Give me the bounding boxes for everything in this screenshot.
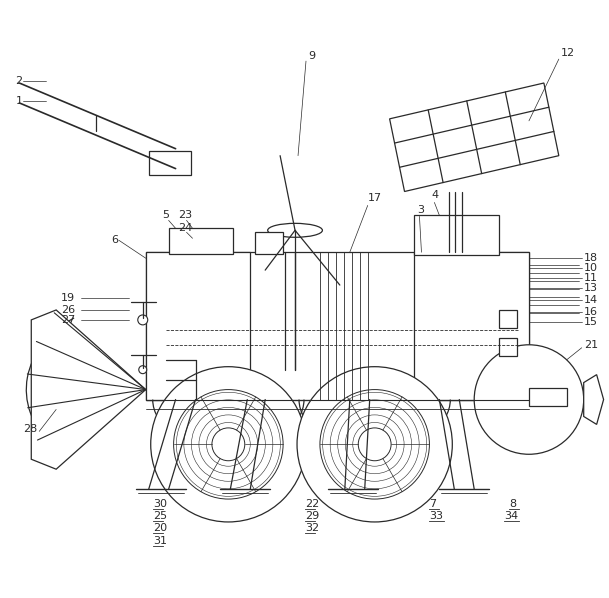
Text: 34: 34 bbox=[504, 511, 518, 521]
Text: 6: 6 bbox=[111, 235, 118, 245]
Circle shape bbox=[139, 366, 147, 374]
Circle shape bbox=[474, 345, 583, 454]
Text: 12: 12 bbox=[561, 48, 575, 58]
Ellipse shape bbox=[268, 224, 322, 237]
Text: 33: 33 bbox=[429, 511, 443, 521]
Text: 29: 29 bbox=[305, 511, 319, 521]
Bar bbox=[499, 310, 517, 328]
Text: 21: 21 bbox=[583, 340, 598, 350]
Text: 14: 14 bbox=[583, 295, 598, 305]
Bar bbox=[169, 228, 233, 254]
Bar bbox=[149, 151, 191, 175]
Text: 1: 1 bbox=[15, 96, 23, 106]
Text: 10: 10 bbox=[583, 263, 597, 273]
Text: 32: 32 bbox=[305, 523, 319, 533]
Text: 23: 23 bbox=[178, 210, 192, 221]
Text: 20: 20 bbox=[153, 523, 167, 533]
Bar bbox=[415, 215, 499, 255]
Text: 26: 26 bbox=[61, 305, 76, 315]
Circle shape bbox=[150, 367, 306, 522]
Text: 27: 27 bbox=[61, 315, 76, 325]
Polygon shape bbox=[390, 83, 559, 191]
Text: 25: 25 bbox=[153, 511, 167, 521]
Text: 24: 24 bbox=[178, 223, 193, 233]
Text: 31: 31 bbox=[153, 536, 167, 546]
Bar bbox=[499, 338, 517, 356]
Circle shape bbox=[138, 315, 148, 325]
Bar bbox=[255, 232, 283, 254]
Text: 2: 2 bbox=[15, 76, 23, 86]
Polygon shape bbox=[31, 310, 146, 469]
Text: 16: 16 bbox=[583, 307, 597, 317]
Bar bbox=[415, 252, 529, 399]
Text: 11: 11 bbox=[583, 273, 597, 283]
Text: 19: 19 bbox=[61, 293, 76, 303]
Bar bbox=[146, 252, 529, 399]
Text: 4: 4 bbox=[431, 191, 438, 200]
Bar bbox=[146, 252, 250, 399]
Circle shape bbox=[212, 428, 245, 460]
Circle shape bbox=[297, 367, 452, 522]
Text: 9: 9 bbox=[308, 51, 315, 61]
Bar bbox=[529, 388, 567, 405]
Text: 7: 7 bbox=[429, 499, 437, 509]
Text: 15: 15 bbox=[583, 317, 597, 327]
Text: 18: 18 bbox=[583, 253, 598, 263]
Text: 13: 13 bbox=[583, 283, 597, 293]
Text: 5: 5 bbox=[163, 210, 170, 221]
Polygon shape bbox=[583, 374, 604, 425]
Text: 17: 17 bbox=[368, 194, 382, 203]
Text: 22: 22 bbox=[305, 499, 319, 509]
Text: 30: 30 bbox=[153, 499, 167, 509]
Text: 28: 28 bbox=[23, 425, 38, 434]
Circle shape bbox=[358, 428, 391, 460]
Text: 8: 8 bbox=[509, 499, 516, 509]
Text: 3: 3 bbox=[418, 206, 424, 215]
